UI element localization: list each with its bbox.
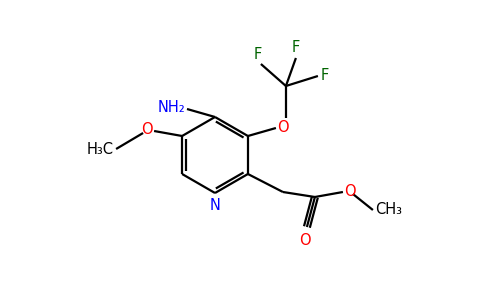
Text: O: O	[344, 184, 356, 199]
Text: H₃C: H₃C	[87, 142, 114, 157]
Text: NH₂: NH₂	[157, 100, 185, 115]
Text: O: O	[299, 233, 311, 248]
Text: F: F	[292, 40, 300, 55]
Text: O: O	[277, 119, 288, 134]
Text: O: O	[141, 122, 153, 137]
Text: CH₃: CH₃	[375, 202, 402, 217]
Text: F: F	[254, 47, 262, 62]
Text: N: N	[210, 198, 220, 213]
Text: F: F	[321, 68, 329, 83]
